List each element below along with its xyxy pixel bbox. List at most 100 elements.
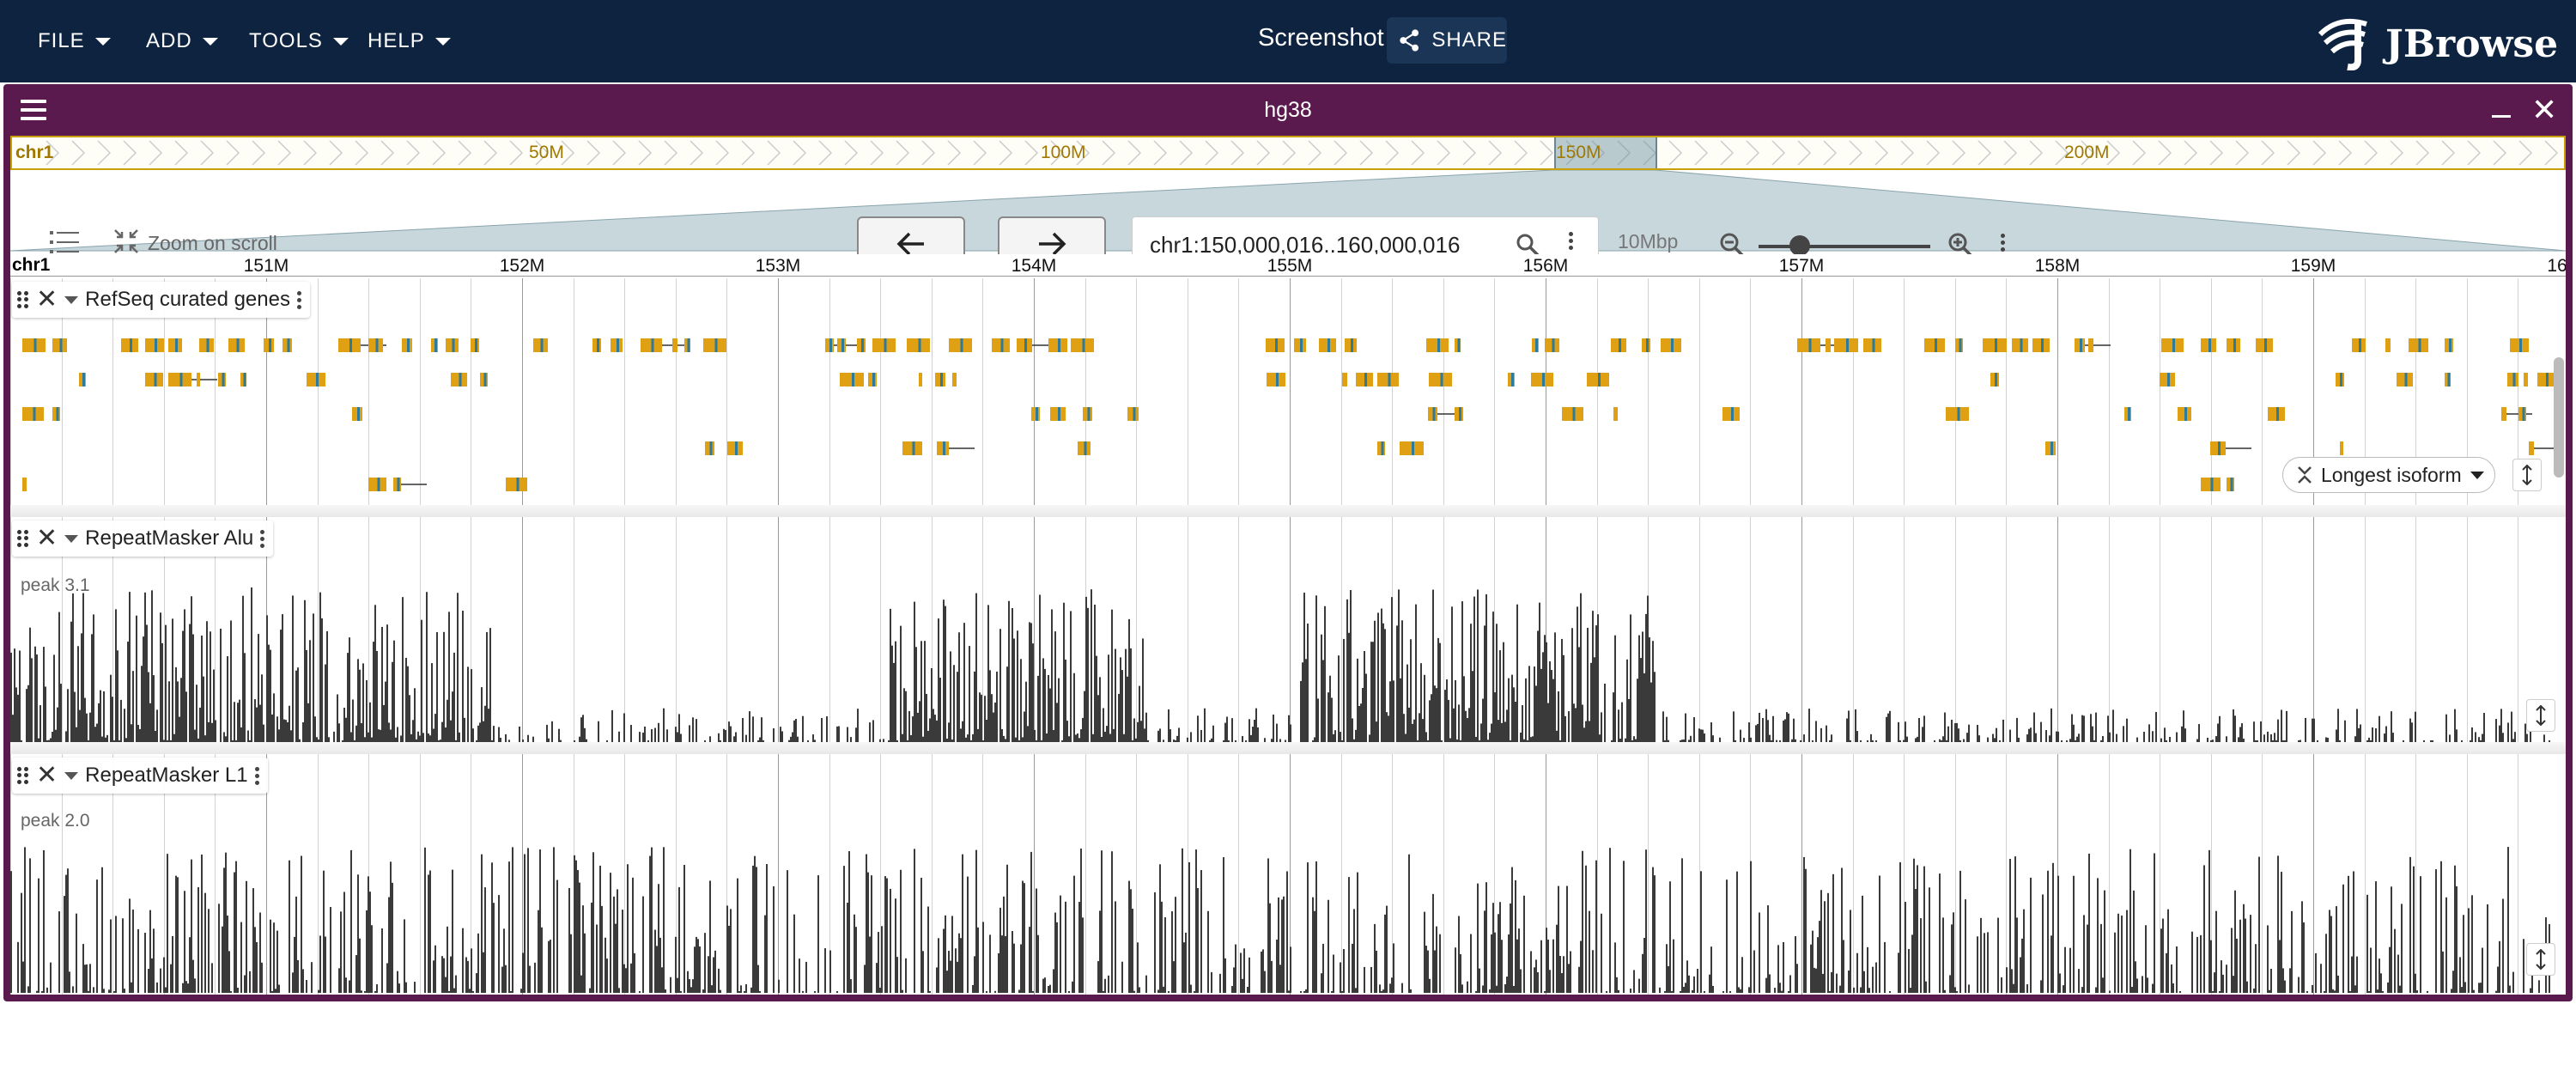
gene-feature[interactable] bbox=[1083, 407, 1092, 421]
close-track-icon[interactable]: ✕ bbox=[36, 761, 58, 789]
menu-add[interactable]: ADD bbox=[146, 26, 218, 57]
minimize-icon[interactable] bbox=[2492, 115, 2511, 118]
gene-feature[interactable] bbox=[2524, 373, 2528, 386]
gene-feature[interactable] bbox=[1587, 373, 1609, 386]
gene-feature[interactable] bbox=[592, 338, 601, 352]
gene-feature[interactable] bbox=[907, 338, 930, 352]
gene-feature[interactable] bbox=[902, 441, 922, 455]
gene-feature[interactable] bbox=[368, 338, 383, 352]
gene-feature[interactable] bbox=[197, 373, 200, 386]
gene-feature[interactable] bbox=[2227, 478, 2234, 491]
zoom-slider-thumb[interactable] bbox=[1789, 235, 1810, 256]
gene-feature[interactable] bbox=[79, 373, 86, 386]
gene-feature[interactable] bbox=[1661, 338, 1681, 352]
gene-feature[interactable] bbox=[2201, 338, 2216, 352]
drag-handle-icon[interactable] bbox=[17, 530, 29, 547]
gene-feature[interactable] bbox=[1532, 338, 1539, 352]
gene-feature[interactable] bbox=[2340, 441, 2343, 455]
menu-help[interactable]: HELP bbox=[368, 26, 451, 57]
gene-feature[interactable] bbox=[2210, 441, 2251, 455]
gene-feature[interactable] bbox=[1531, 373, 1553, 386]
gene-feature[interactable] bbox=[1342, 373, 1347, 386]
gene-feature[interactable] bbox=[1946, 407, 1969, 421]
gene-feature[interactable] bbox=[2336, 373, 2344, 386]
gene-feature[interactable] bbox=[952, 373, 957, 386]
gene-feature[interactable] bbox=[1071, 338, 1094, 352]
gene-feature[interactable] bbox=[264, 338, 274, 352]
gene-feature[interactable] bbox=[2045, 441, 2056, 455]
gene-feature[interactable] bbox=[2178, 407, 2191, 421]
gene-feature[interactable] bbox=[2409, 338, 2428, 352]
hamburger-icon[interactable] bbox=[21, 100, 46, 120]
gene-feature[interactable] bbox=[1429, 373, 1452, 386]
gene-feature[interactable] bbox=[2445, 338, 2453, 352]
gene-feature[interactable] bbox=[2352, 338, 2366, 352]
close-icon[interactable]: ✕ bbox=[2531, 92, 2558, 127]
kebab-icon[interactable] bbox=[1569, 232, 1573, 250]
gene-feature[interactable] bbox=[446, 338, 459, 352]
gene-feature[interactable] bbox=[283, 338, 292, 352]
gene-feature[interactable] bbox=[2397, 373, 2413, 386]
gene-feature[interactable] bbox=[1826, 338, 1831, 352]
jbrowse-logo[interactable]: JBrowse bbox=[2313, 15, 2558, 71]
gene-feature[interactable] bbox=[1863, 338, 1881, 352]
collapse-icon[interactable] bbox=[64, 534, 79, 543]
track-menu-icon[interactable] bbox=[254, 766, 259, 785]
resize-vertical-icon[interactable] bbox=[2526, 699, 2555, 732]
close-track-icon[interactable]: ✕ bbox=[36, 524, 58, 552]
gene-feature[interactable] bbox=[1267, 373, 1285, 386]
gene-feature[interactable] bbox=[2501, 407, 2532, 421]
gene-feature[interactable] bbox=[1127, 407, 1139, 421]
gene-feature[interactable] bbox=[1508, 373, 1515, 386]
gene-feature[interactable] bbox=[22, 407, 44, 421]
l1-coverage-plot[interactable] bbox=[10, 754, 2566, 995]
gene-feature[interactable] bbox=[684, 338, 690, 352]
gene-feature[interactable] bbox=[837, 338, 846, 352]
gene-feature[interactable] bbox=[2256, 338, 2273, 352]
gene-feature[interactable] bbox=[1345, 338, 1357, 352]
gene-feature[interactable] bbox=[2201, 478, 2221, 491]
track-menu-icon[interactable] bbox=[260, 529, 265, 548]
gene-feature[interactable] bbox=[727, 441, 743, 455]
gene-feature[interactable] bbox=[1613, 407, 1618, 421]
gene-feature[interactable] bbox=[1319, 338, 1336, 352]
gene-feature[interactable] bbox=[1426, 338, 1449, 352]
gene-feature[interactable] bbox=[703, 338, 726, 352]
gene-feature[interactable] bbox=[2510, 338, 2529, 352]
gene-feature[interactable] bbox=[1983, 338, 2007, 352]
location-input[interactable]: chr1:150,000,016..160,000,016 bbox=[1150, 232, 1461, 258]
gene-feature[interactable] bbox=[471, 338, 479, 352]
gene-feature[interactable] bbox=[868, 373, 877, 386]
gene-feature[interactable] bbox=[402, 338, 412, 352]
zoom-slider-track[interactable] bbox=[1759, 245, 1930, 248]
resize-vertical-icon[interactable] bbox=[2512, 459, 2542, 491]
gene-feature[interactable] bbox=[1455, 338, 1461, 352]
gene-feature[interactable] bbox=[1722, 407, 1740, 421]
collapse-icon[interactable] bbox=[64, 771, 79, 780]
search-icon[interactable] bbox=[1516, 233, 1540, 257]
gene-feature[interactable] bbox=[121, 338, 138, 352]
track-scrollbar[interactable] bbox=[2554, 357, 2564, 478]
gene-feature[interactable] bbox=[1924, 338, 1945, 352]
gene-feature[interactable] bbox=[1455, 407, 1463, 421]
gene-feature[interactable] bbox=[168, 373, 217, 386]
gene-feature[interactable] bbox=[1611, 338, 1626, 352]
view-options-kebab-icon[interactable] bbox=[2001, 234, 2005, 252]
gene-feature[interactable] bbox=[52, 407, 60, 421]
menu-file[interactable]: FILE bbox=[38, 26, 111, 57]
gene-feature[interactable] bbox=[1990, 373, 1999, 386]
isoform-select[interactable]: Longest isoform bbox=[2282, 457, 2495, 493]
gene-feature[interactable] bbox=[935, 373, 945, 386]
gene-feature[interactable] bbox=[2507, 373, 2518, 386]
gene-features[interactable] bbox=[10, 278, 2566, 505]
gene-feature[interactable] bbox=[872, 338, 896, 352]
gene-feature[interactable] bbox=[451, 373, 467, 386]
gene-feature[interactable] bbox=[22, 478, 27, 491]
gene-feature[interactable] bbox=[919, 373, 922, 386]
overview-current-region[interactable] bbox=[1554, 137, 1657, 168]
alu-coverage-plot[interactable] bbox=[10, 517, 2566, 742]
gene-feature[interactable] bbox=[1834, 338, 1858, 352]
gene-feature[interactable] bbox=[611, 338, 623, 352]
gene-feature[interactable] bbox=[641, 338, 688, 352]
gene-feature[interactable] bbox=[228, 338, 245, 352]
